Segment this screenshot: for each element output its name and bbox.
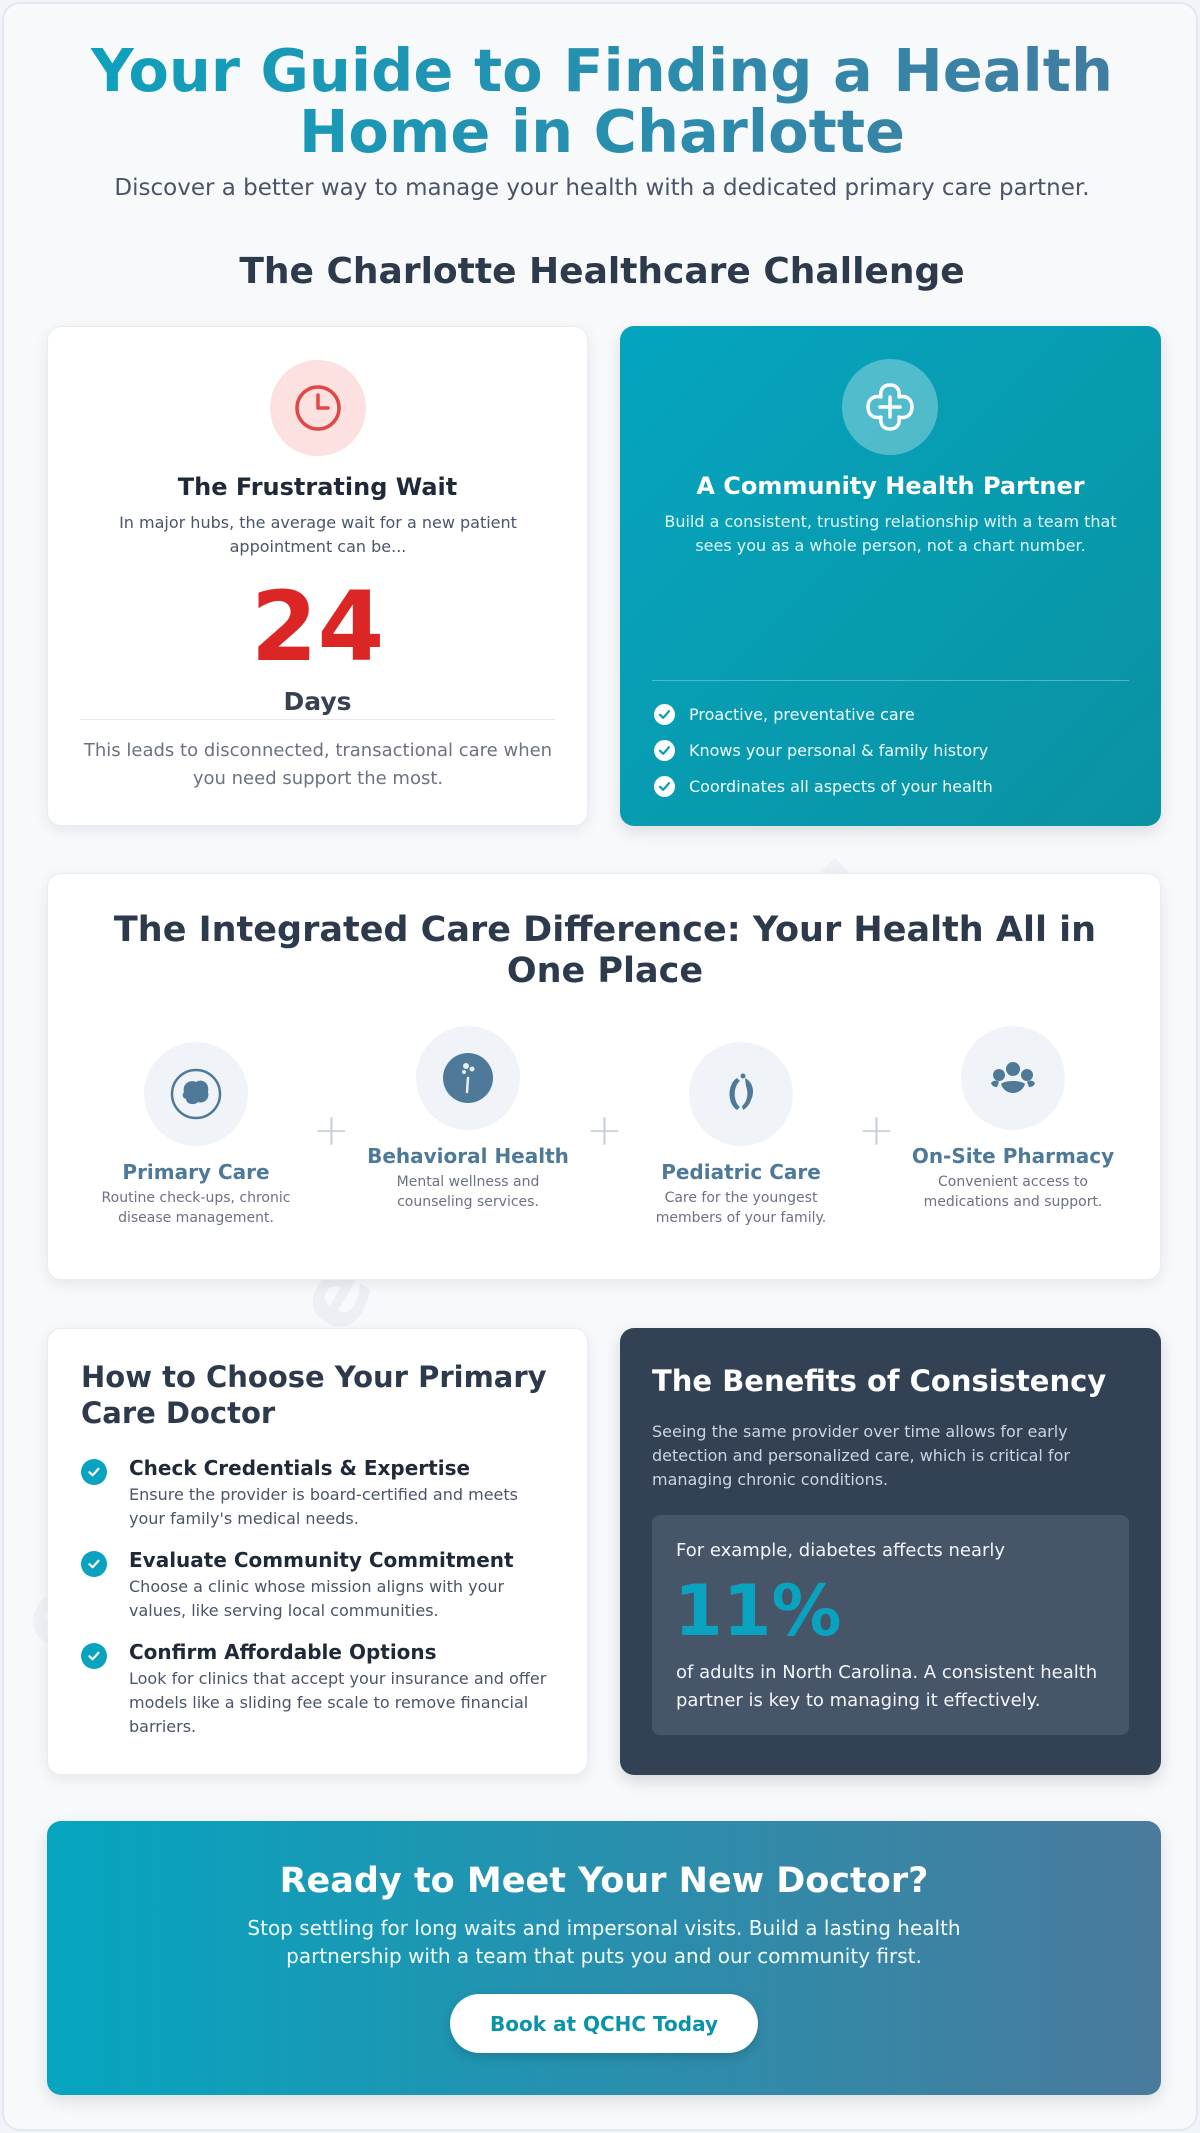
child-icon: [689, 1042, 793, 1146]
pharmacy-icon: [961, 1026, 1065, 1130]
tip-text: Look for clinics that accept your insura…: [129, 1669, 547, 1736]
service-text: Routine check-ups, chronic disease manag…: [101, 1190, 291, 1226]
tip-title: Confirm Affordable Options: [129, 1640, 437, 1664]
tip-text: Ensure the provider is board-certified a…: [129, 1485, 518, 1528]
stat-value: 11%: [674, 1570, 842, 1652]
list-item: Proactive, preventative care: [654, 696, 993, 732]
wait-card-divider: [80, 719, 555, 720]
service-title: Behavioral Health: [367, 1144, 569, 1168]
partner-card-text: Build a consistent, trusting relationshi…: [664, 512, 1117, 555]
benefits-section-title: The Benefits of Consistency: [652, 1364, 1107, 1398]
list-item: Coordinates all aspects of your health: [654, 768, 993, 804]
service-behavioral-health: Behavioral Health Mental wellness and co…: [363, 1026, 573, 1212]
book-appointment-button[interactable]: Book at QCHC Today: [450, 1994, 758, 2053]
service-pediatric-care: Pediatric Care Care for the youngest mem…: [636, 1042, 846, 1228]
benefits-card: The Benefits of Consistency Seeing the s…: [620, 1328, 1161, 1775]
check-icon: [654, 775, 675, 797]
hero-title: Your Guide to Finding a Health Home in C…: [4, 40, 1196, 162]
wait-card-text: In major hubs, the average wait for a ne…: [119, 513, 517, 556]
hero-subtitle: Discover a better way to manage your hea…: [114, 175, 1090, 201]
partner-card-title: A Community Health Partner: [696, 472, 1085, 500]
tip-item: Evaluate Community Commitment Choose a c…: [81, 1547, 551, 1623]
tip-title: Check Credentials & Expertise: [129, 1456, 471, 1480]
brain-icon: [416, 1026, 520, 1130]
partner-bullet-text: Knows your personal & family history: [689, 740, 989, 760]
list-item: Knows your personal & family history: [654, 732, 993, 768]
clock-icon: [270, 360, 366, 456]
service-title: Pediatric Care: [661, 1160, 821, 1184]
service-title: On-Site Pharmacy: [911, 1144, 1115, 1168]
partner-bullet-text: Coordinates all aspects of your health: [689, 776, 993, 796]
tip-item: Confirm Affordable Options Look for clin…: [81, 1639, 551, 1739]
choose-section-title: How to Choose Your Primary Care Doctor: [81, 1360, 547, 1430]
tip-text: Choose a clinic whose mission aligns wit…: [129, 1577, 505, 1620]
stat-footer-text: of adults in North Carolina. A consisten…: [676, 1662, 1098, 1711]
plus-separator: +: [313, 1105, 350, 1156]
partner-bullet-text: Proactive, preventative care: [689, 704, 915, 724]
wait-days-number: 24: [250, 571, 385, 683]
partner-card-divider: [652, 680, 1129, 681]
partner-benefits-list: Proactive, preventative care Knows your …: [654, 696, 993, 804]
choose-doctor-card: How to Choose Your Primary Care Doctor C…: [47, 1328, 588, 1775]
cta-title: Ready to Meet Your New Doctor?: [279, 1861, 929, 1901]
check-circle-icon: [81, 1551, 107, 1577]
wait-card-title: The Frustrating Wait: [177, 473, 458, 501]
integrated-care-card: The Integrated Care Difference: Your Hea…: [47, 873, 1161, 1280]
check-circle-icon: [81, 1643, 107, 1669]
integrated-section-title: The Integrated Care Difference: Your Hea…: [113, 910, 1097, 991]
cta-text: Stop settling for long waits and imperso…: [247, 1916, 961, 1968]
medical-cross-icon: [842, 359, 938, 455]
community-partner-card: A Community Health Partner Build a consi…: [620, 326, 1161, 826]
service-text: Care for the youngest members of your fa…: [655, 1190, 827, 1226]
service-text: Mental wellness and counseling services.: [396, 1174, 540, 1210]
service-on-site-pharmacy: On-Site Pharmacy Convenient access to me…: [908, 1026, 1118, 1212]
check-circle-icon: [81, 1459, 107, 1485]
diabetes-stat-box: For example, diabetes affects nearly 11%…: [652, 1515, 1129, 1735]
service-title: Primary Care: [122, 1160, 270, 1184]
check-icon: [654, 703, 675, 725]
plus-separator: +: [586, 1105, 623, 1156]
service-primary-care: Primary Care Routine check-ups, chronic …: [91, 1042, 301, 1228]
wait-days-unit: Days: [283, 687, 352, 716]
service-text: Convenient access to medications and sup…: [923, 1174, 1103, 1210]
tip-item: Check Credentials & Expertise Ensure the…: [81, 1455, 551, 1531]
plus-separator: +: [858, 1105, 895, 1156]
cta-banner: Ready to Meet Your New Doctor? Stop sett…: [47, 1821, 1161, 2095]
benefits-text: Seeing the same provider over time allow…: [652, 1422, 1070, 1489]
stethoscope-icon: [144, 1042, 248, 1146]
challenge-section-title: The Charlotte Healthcare Challenge: [239, 251, 965, 292]
frustrating-wait-card: The Frustrating Wait In major hubs, the …: [47, 326, 588, 826]
check-icon: [654, 739, 675, 761]
wait-card-footer: This leads to disconnected, transactiona…: [83, 740, 553, 789]
stat-lead-text: For example, diabetes affects nearly: [676, 1540, 1006, 1561]
tip-title: Evaluate Community Commitment: [129, 1548, 514, 1572]
